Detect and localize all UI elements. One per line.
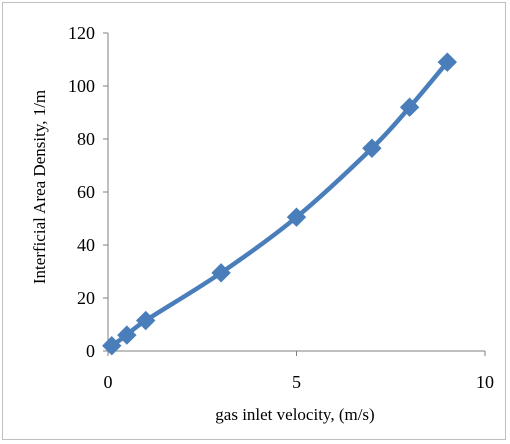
data-point-marker bbox=[437, 52, 458, 72]
data-point-marker bbox=[362, 138, 382, 158]
y-tick-label: 80 bbox=[77, 129, 95, 149]
y-tick-label: 120 bbox=[68, 23, 95, 43]
x-tick-label: 10 bbox=[476, 372, 494, 392]
data-point-marker bbox=[399, 97, 420, 117]
data-point-marker bbox=[117, 325, 137, 345]
x-axis: 0 5 10 bbox=[104, 350, 494, 392]
data-point-marker bbox=[211, 263, 231, 283]
y-tick-label: 20 bbox=[77, 288, 95, 308]
y-axis-title: Interficial Area Density, 1/m bbox=[30, 90, 49, 284]
chart-frame bbox=[2, 2, 506, 440]
y-tick-label: 60 bbox=[77, 182, 95, 202]
x-tick-label: 0 bbox=[104, 372, 113, 392]
data-point-marker bbox=[102, 335, 122, 356]
y-tick-label: 40 bbox=[77, 235, 95, 255]
data-point-marker bbox=[286, 207, 307, 227]
series-line bbox=[109, 59, 450, 348]
y-tick-label: 0 bbox=[86, 341, 95, 361]
x-tick-label: 5 bbox=[292, 372, 301, 392]
data-point-marker bbox=[135, 310, 156, 331]
y-tick-label: 100 bbox=[68, 76, 95, 96]
x-axis-title: gas inlet velocity, (m/s) bbox=[215, 405, 374, 424]
series-layer bbox=[102, 52, 458, 356]
y-axis: 0 20 40 60 80 100 120 bbox=[68, 23, 109, 361]
